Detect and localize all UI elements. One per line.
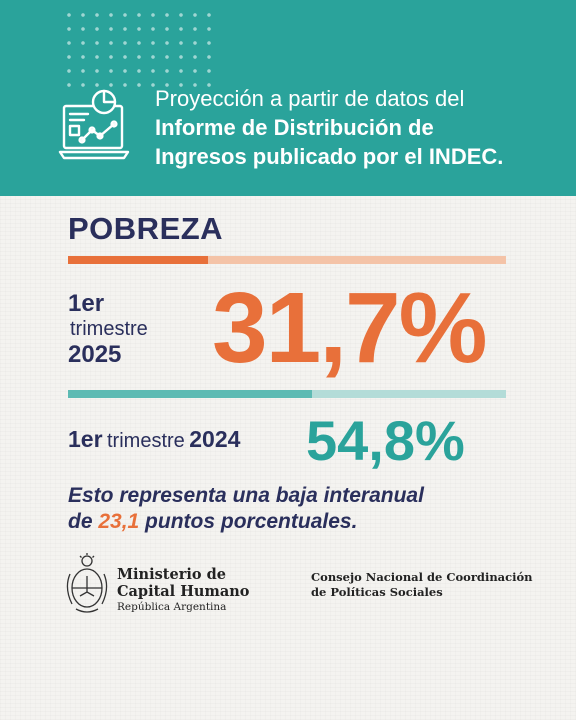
note-line-1: Esto representa una baja interanual bbox=[68, 484, 424, 507]
council-line-2: de Políticas Sociales bbox=[311, 585, 443, 599]
previous-period-year: 2024 bbox=[189, 426, 241, 452]
council-logo-text: Consejo Nacional de Coordinación de Polí… bbox=[311, 570, 533, 600]
divider-teal-light bbox=[312, 390, 506, 398]
divider-orange-light bbox=[208, 256, 506, 264]
header-text: Proyección a partir de datos del Informe… bbox=[155, 84, 565, 171]
header-line-3: Ingresos publicado por el INDEC. bbox=[155, 144, 504, 169]
ministry-logo-text: Ministerio de Capital Humano República A… bbox=[117, 566, 249, 615]
header-banner: Proyección a partir de datos del Informe… bbox=[0, 0, 576, 196]
header-line-2: Informe de Distribución de bbox=[155, 115, 434, 140]
previous-period: 1er trimestre 2024 bbox=[68, 426, 240, 453]
current-period-word: trimestre bbox=[70, 318, 148, 340]
council-line-1: Consejo Nacional de Coordinación bbox=[311, 570, 533, 584]
current-value: 31,7% bbox=[212, 272, 488, 384]
ministry-line-3: República Argentina bbox=[117, 601, 227, 613]
header-line-1: Proyección a partir de datos del bbox=[155, 86, 465, 111]
previous-value: 54,8% bbox=[306, 409, 465, 472]
current-period: 1er trimestre 2025 bbox=[68, 291, 208, 369]
ministry-line-1: Ministerio de bbox=[117, 566, 226, 583]
note-after: puntos porcentuales. bbox=[139, 510, 358, 533]
indicator-title: POBREZA bbox=[68, 211, 224, 246]
note-highlight: 23,1 bbox=[98, 510, 140, 533]
current-period-year: 2025 bbox=[68, 341, 122, 368]
report-chart-icon bbox=[58, 89, 130, 160]
divider-orange-dark bbox=[68, 256, 208, 264]
background bbox=[0, 196, 576, 720]
current-period-ordinal: 1er bbox=[68, 290, 105, 317]
divider-teal-dark bbox=[68, 390, 312, 398]
coat-of-arms-icon bbox=[66, 553, 108, 613]
previous-period-ordinal: 1er bbox=[68, 426, 103, 452]
previous-period-word: trimestre bbox=[107, 430, 185, 452]
dot-pattern bbox=[62, 8, 212, 88]
ministry-line-2: Capital Humano bbox=[117, 583, 250, 600]
note-line-2: de 23,1 puntos porcentuales. bbox=[68, 509, 528, 535]
change-note: Esto representa una baja interanual de 2… bbox=[68, 483, 528, 535]
note-de: de bbox=[68, 510, 99, 533]
